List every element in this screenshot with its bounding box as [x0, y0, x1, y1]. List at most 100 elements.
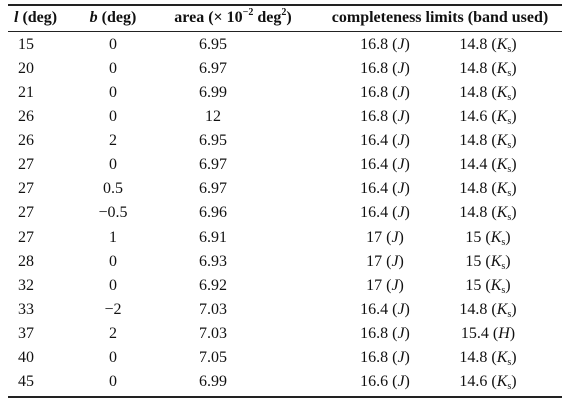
- text-run: 16.8 (: [360, 324, 398, 342]
- table-cell: 14.8 (Ks): [459, 35, 516, 55]
- text-run: J: [397, 84, 405, 102]
- text-run: ): [286, 9, 292, 26]
- table-cell: 15.4 (H): [461, 324, 515, 344]
- text-run: J: [397, 348, 405, 366]
- text-run: 14.4 (: [459, 156, 497, 174]
- text-run: s: [507, 188, 512, 200]
- text-run: 17 (: [366, 252, 392, 270]
- text-run: J: [397, 60, 405, 78]
- table-cell: 33: [18, 300, 34, 318]
- column-header: completeness limits (band used): [332, 8, 548, 28]
- text-run: s: [507, 164, 512, 176]
- table-cell: 0: [109, 108, 117, 126]
- text-run: K: [496, 60, 508, 78]
- text-run: completeness limits (band used): [331, 9, 549, 26]
- text-run: s: [507, 212, 512, 224]
- table-cell: 12: [205, 108, 221, 126]
- text-run: ): [398, 228, 404, 246]
- text-run: 16.4 (: [360, 300, 398, 318]
- table-cell: 14.8 (Ks): [459, 203, 516, 223]
- text-run: ): [511, 300, 517, 318]
- text-run: J: [397, 372, 405, 390]
- text-run: J: [397, 324, 405, 342]
- text-run: 16.4 (: [360, 180, 398, 198]
- text-run: 14.8 (: [459, 300, 497, 318]
- table-cell: 15 (Ks): [465, 228, 510, 248]
- text-run: K: [496, 372, 508, 390]
- table-cell: 6.95: [199, 36, 227, 53]
- text-run: s: [507, 308, 512, 320]
- table-cell: 14.8 (Ks): [459, 59, 516, 79]
- top-rule: [8, 4, 562, 6]
- text-run: ): [398, 276, 404, 294]
- text-run: s: [507, 116, 512, 128]
- text-run: −2: [242, 7, 254, 18]
- text-run: 16.4 (: [360, 156, 398, 174]
- table-cell: 1: [109, 228, 117, 246]
- text-run: J: [397, 180, 405, 198]
- text-run: s: [507, 68, 512, 80]
- table-cell: 7.05: [199, 348, 227, 366]
- text-run: J: [391, 252, 399, 270]
- text-run: ): [404, 108, 410, 126]
- table-cell: 16.4 (J): [360, 131, 410, 151]
- table-cell: 14.8 (Ks): [459, 83, 516, 103]
- text-run: ): [404, 348, 410, 366]
- text-run: 14.8 (: [459, 132, 497, 150]
- text-run: (deg): [18, 9, 58, 26]
- text-run: 15 (: [465, 276, 491, 294]
- text-run: ): [509, 324, 516, 342]
- table-cell: 32: [18, 276, 34, 294]
- text-run: ): [404, 84, 410, 102]
- text-run: K: [496, 108, 508, 126]
- text-run: K: [496, 132, 508, 150]
- column-header: l (deg): [14, 8, 57, 28]
- text-run: ): [404, 372, 410, 390]
- table-cell: 14.8 (Ks): [459, 300, 516, 320]
- text-run: K: [496, 36, 508, 53]
- table-cell: 14.8 (Ks): [459, 348, 516, 368]
- text-run: s: [507, 140, 512, 152]
- table-cell: 37: [18, 324, 34, 342]
- table-cell: 17 (J): [366, 228, 404, 248]
- table-cell: 45: [18, 372, 34, 390]
- text-run: (deg): [97, 9, 137, 26]
- text-run: 2: [281, 7, 287, 18]
- text-run: 15 (: [465, 228, 491, 246]
- table-cell: 27: [18, 228, 34, 246]
- text-run: ): [404, 132, 410, 150]
- text-run: 16.8 (: [360, 84, 398, 102]
- table-cell: 6.92: [199, 276, 227, 294]
- table-cell: 2: [109, 132, 117, 150]
- text-run: ): [404, 300, 410, 318]
- text-run: s: [507, 44, 512, 55]
- text-run: l: [14, 9, 19, 26]
- text-run: deg: [253, 9, 282, 26]
- text-run: ): [404, 324, 410, 342]
- text-run: s: [507, 380, 512, 392]
- text-run: K: [496, 204, 508, 222]
- column-header: area (× 10−2 deg2): [174, 8, 291, 28]
- table-cell: −2: [104, 300, 122, 318]
- text-run: 14.6 (: [459, 372, 497, 390]
- table-cell: 6.97: [199, 156, 227, 174]
- table-cell: 6.96: [199, 204, 227, 222]
- text-run: ): [505, 276, 511, 294]
- text-run: s: [501, 236, 506, 248]
- table-cell: 14.8 (Ks): [459, 179, 516, 199]
- table-cell: 16.8 (J): [360, 35, 410, 55]
- table-cell: 6.99: [199, 372, 227, 390]
- text-run: ): [511, 132, 517, 150]
- text-run: 14.8 (: [459, 60, 497, 78]
- text-run: J: [397, 204, 405, 222]
- table-cell: 16.8 (J): [360, 324, 410, 344]
- text-run: K: [496, 348, 508, 366]
- table-cell: 0: [109, 252, 117, 270]
- text-run: 17 (: [366, 276, 392, 294]
- table-cell: 16.8 (J): [360, 83, 410, 103]
- text-run: ): [511, 36, 517, 53]
- text-run: 14.8 (: [459, 348, 497, 366]
- table-cell: 16.4 (J): [360, 155, 410, 175]
- text-run: ): [404, 204, 410, 222]
